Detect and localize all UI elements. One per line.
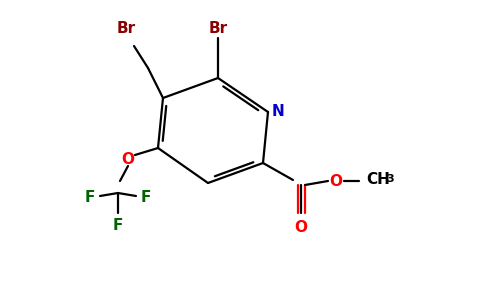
Text: O: O bbox=[294, 220, 307, 235]
Text: F: F bbox=[141, 190, 151, 206]
Text: O: O bbox=[121, 152, 135, 166]
Text: O: O bbox=[330, 173, 343, 188]
Text: Br: Br bbox=[117, 21, 136, 36]
Text: Br: Br bbox=[209, 21, 227, 36]
Text: F: F bbox=[113, 218, 123, 232]
Text: N: N bbox=[272, 104, 285, 119]
Text: F: F bbox=[85, 190, 95, 206]
Text: CH: CH bbox=[366, 172, 390, 188]
Text: 3: 3 bbox=[386, 174, 393, 184]
